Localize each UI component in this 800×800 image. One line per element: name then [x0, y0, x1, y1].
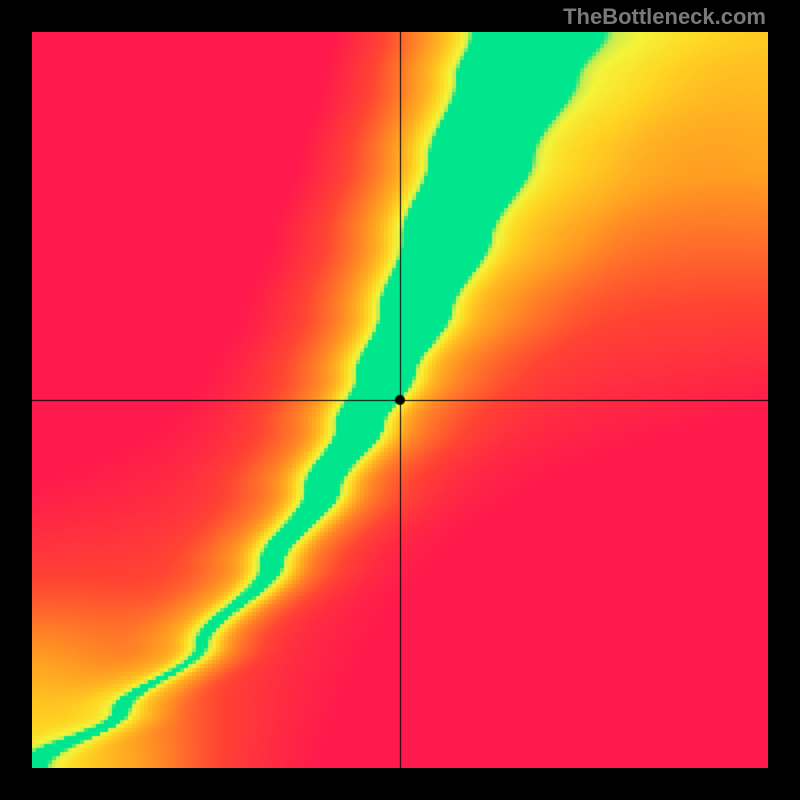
- watermark-text: TheBottleneck.com: [563, 4, 766, 30]
- bottleneck-heatmap: [32, 32, 768, 768]
- chart-container: TheBottleneck.com: [0, 0, 800, 800]
